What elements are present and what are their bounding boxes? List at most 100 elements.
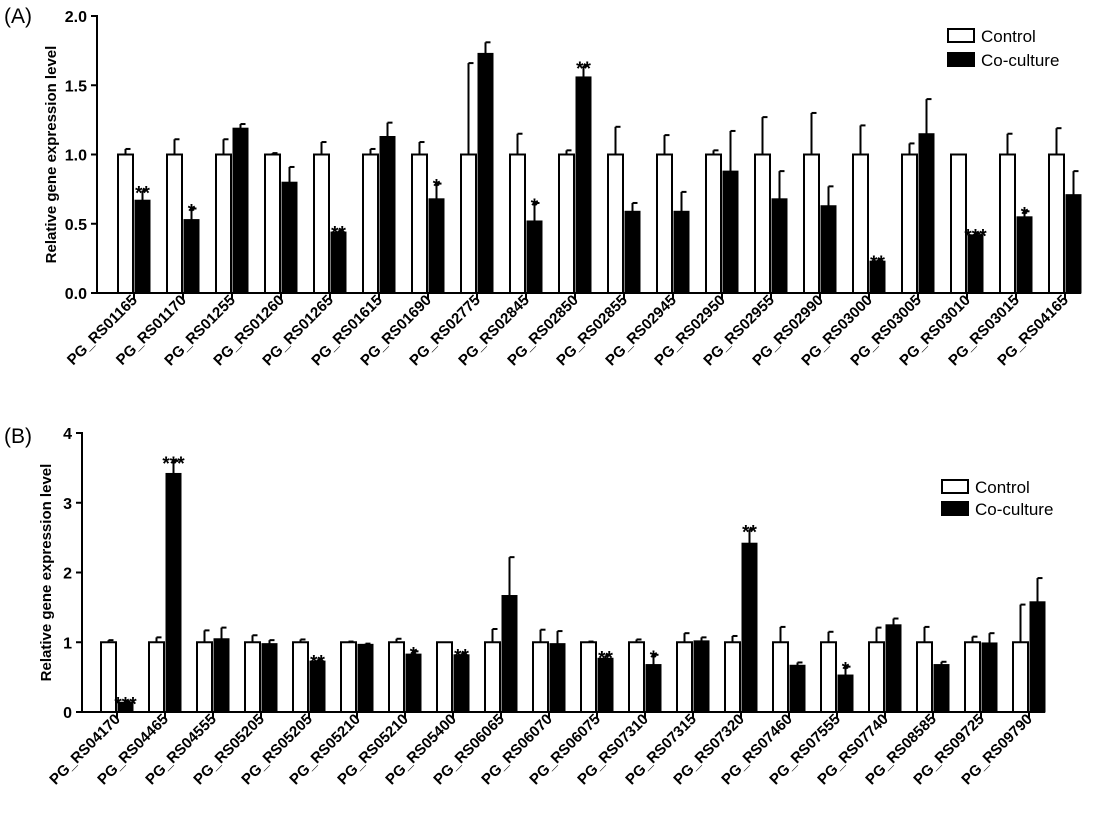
control-bar	[340, 641, 357, 713]
legend-label-co-culture: Co-culture	[975, 500, 1053, 519]
co-culture-bar	[309, 660, 326, 713]
control-bar	[656, 153, 673, 294]
co-culture-bar	[330, 231, 347, 294]
control-bar	[607, 153, 624, 294]
control-bar	[264, 153, 281, 294]
co-culture-bar	[428, 198, 445, 294]
co-culture-bar	[693, 640, 710, 713]
co-culture-bar	[232, 127, 249, 294]
control-bar	[460, 153, 477, 294]
control-bar	[724, 641, 741, 713]
panel-b-y-tick-label: 0	[63, 705, 72, 722]
control-bar	[950, 153, 967, 294]
co-culture-bar	[453, 654, 470, 713]
co-culture-bar	[549, 643, 566, 713]
co-culture-bar	[1016, 216, 1033, 294]
control-bar	[1012, 641, 1029, 713]
significance-marker: *	[433, 177, 441, 198]
significance-marker: **	[742, 522, 757, 543]
co-culture-bar	[820, 205, 837, 294]
legend-label-co-culture: Co-culture	[981, 51, 1059, 70]
control-bar	[852, 153, 869, 294]
significance-marker: **	[310, 653, 325, 674]
co-culture-bar	[501, 595, 518, 713]
co-culture-bar	[1065, 194, 1082, 294]
panel-a-y-tick-label: 1.5	[65, 78, 87, 95]
control-bar	[532, 641, 549, 713]
co-culture-bar	[789, 664, 806, 713]
control-bar	[436, 641, 453, 713]
legend-swatch-co-culture	[941, 501, 969, 516]
co-culture-bar	[597, 657, 614, 713]
chart-panel-b: (B)Relative gene expression level01234PG…	[4, 425, 1053, 788]
legend-swatch-control	[941, 479, 969, 494]
control-bar	[916, 641, 933, 713]
significance-marker: **	[135, 184, 150, 205]
panel-a-y-tick-label: 0.5	[65, 217, 87, 234]
control-bar	[820, 641, 837, 713]
control-bar	[803, 153, 820, 294]
control-bar	[509, 153, 526, 294]
co-culture-bar	[477, 52, 494, 294]
co-culture-bar	[981, 642, 998, 713]
control-bar	[964, 641, 981, 713]
legend-label-control: Control	[981, 27, 1036, 46]
co-culture-bar	[526, 220, 543, 294]
significance-marker: **	[870, 253, 885, 274]
significance-marker: *	[531, 196, 539, 217]
control-bar	[868, 641, 885, 713]
control-bar	[628, 641, 645, 713]
significance-marker: *	[410, 644, 418, 665]
legend-swatch-control	[947, 28, 975, 43]
co-culture-bar	[281, 181, 298, 294]
co-culture-bar	[673, 210, 690, 294]
control-bar	[166, 153, 183, 294]
co-culture-bar	[261, 643, 278, 713]
control-bar	[1048, 153, 1065, 294]
co-culture-bar	[771, 198, 788, 294]
co-culture-bar	[1029, 601, 1046, 713]
control-bar	[705, 153, 722, 294]
chart-panel-a: (A) Relative gene expression level 0.0 0.5 1…	[4, 5, 1082, 369]
significance-marker: **	[576, 59, 591, 80]
significance-marker: ***	[964, 226, 987, 247]
control-bar	[292, 641, 309, 713]
panel-b-y-axis-label: Relative gene expression level	[38, 464, 55, 682]
panel-b-y-tick-label: 2	[63, 566, 72, 583]
panel-b-y-tick-label: 1	[63, 635, 72, 652]
panel-a-label: (A)	[4, 5, 32, 28]
significance-marker: *	[650, 648, 658, 669]
legend-label-control: Control	[975, 478, 1030, 497]
control-bar	[754, 153, 771, 294]
panel-a-y-tick-label: 0.0	[65, 286, 87, 303]
control-bar	[148, 641, 165, 713]
co-culture-bar	[117, 701, 134, 713]
panel-a-y-tick-label: 1.0	[65, 148, 87, 165]
control-bar	[117, 153, 134, 294]
legend-swatch-co-culture	[947, 52, 975, 67]
control-bar	[388, 641, 405, 713]
control-bar	[196, 641, 213, 713]
significance-marker: *	[1021, 204, 1029, 225]
co-culture-bar	[837, 674, 854, 713]
co-culture-bar	[379, 135, 396, 294]
control-bar	[100, 641, 117, 713]
control-bar	[362, 153, 379, 294]
co-culture-bar	[918, 133, 935, 294]
panel-b-y-tick-label: 4	[63, 426, 72, 443]
significance-marker: **	[454, 646, 469, 667]
significance-marker: *	[188, 202, 196, 223]
control-bar	[676, 641, 693, 713]
control-bar	[580, 641, 597, 713]
co-culture-bar	[134, 199, 151, 294]
significance-marker: **	[598, 649, 613, 670]
panel-b-y-tick-label: 3	[63, 496, 72, 513]
co-culture-bar	[405, 653, 422, 713]
significance-marker: **	[331, 224, 346, 245]
control-bar	[244, 641, 261, 713]
co-culture-bar	[967, 234, 984, 294]
co-culture-bar	[885, 624, 902, 713]
control-bar	[772, 641, 789, 713]
control-bar	[999, 153, 1016, 294]
